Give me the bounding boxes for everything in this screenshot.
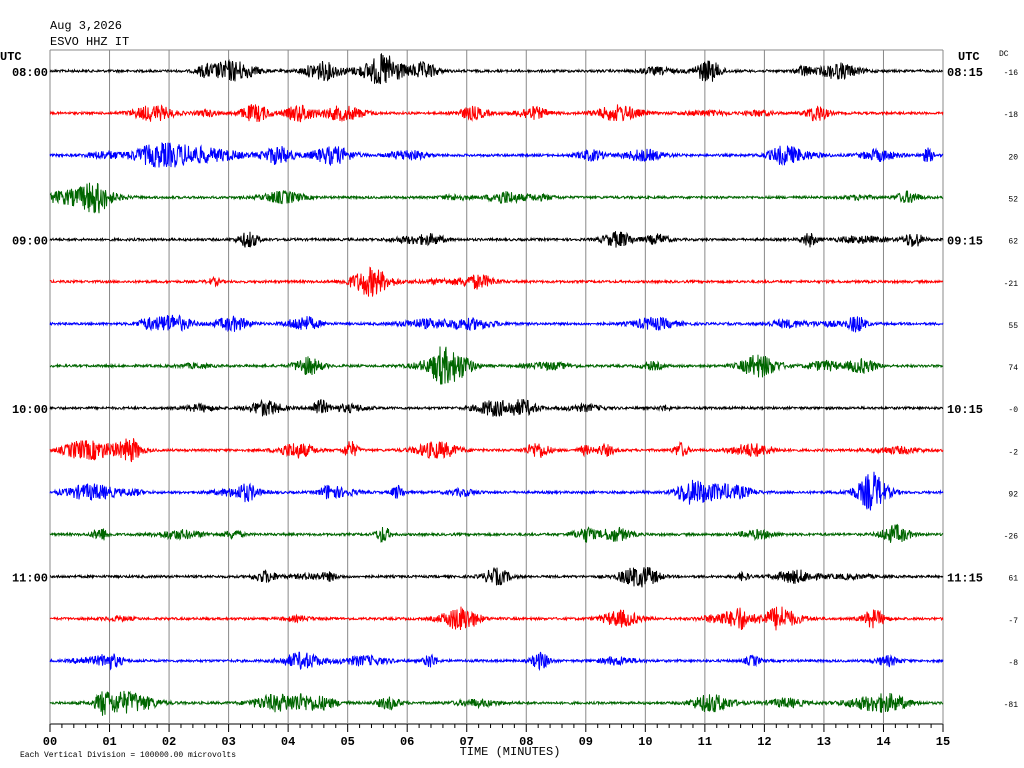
- dc-offset: -26: [1004, 533, 1019, 542]
- seismic-trace: [49, 606, 944, 631]
- seismic-trace: [49, 104, 944, 123]
- dc-offset: 52: [1008, 195, 1018, 204]
- x-tick-label: 13: [817, 735, 831, 749]
- left-header: UTC: [0, 50, 22, 64]
- chart-subtitle: ESVO HHZ IT: [50, 35, 129, 49]
- seismic-trace: [49, 690, 944, 716]
- x-tick-label: 08: [519, 735, 533, 749]
- dc-offset: -0: [1008, 406, 1018, 415]
- x-tick-label: 15: [936, 735, 950, 749]
- seismic-trace: [49, 523, 944, 543]
- row-label: 10:00: [12, 403, 48, 417]
- row-label-right: 10:15: [947, 403, 983, 417]
- dc-header: DC: [999, 50, 1009, 59]
- row-label: 09:00: [12, 235, 48, 249]
- x-tick-label: 01: [102, 735, 116, 749]
- seismic-trace: [49, 182, 944, 214]
- dc-offset: 62: [1008, 238, 1018, 247]
- x-tick-label: 05: [340, 735, 354, 749]
- dc-offset: -16: [1004, 69, 1019, 78]
- seismic-trace: [49, 314, 944, 333]
- dc-offset: -18: [1004, 111, 1019, 120]
- row-label-right: 11:15: [947, 572, 983, 586]
- dc-offset: 92: [1008, 490, 1018, 499]
- footnote: Each Vertical Division = 100000.00 micro…: [20, 751, 236, 760]
- x-tick-label: 04: [281, 735, 295, 749]
- seismic-trace: [49, 142, 944, 168]
- x-tick-label: 09: [579, 735, 593, 749]
- x-tick-label: 14: [876, 735, 890, 749]
- dc-offset: 55: [1008, 322, 1018, 331]
- dc-offset: -8: [1008, 659, 1018, 668]
- dc-offset: -2: [1008, 448, 1018, 457]
- x-tick-label: 12: [757, 735, 771, 749]
- dc-offset: 74: [1008, 364, 1018, 373]
- seismic-trace: [49, 398, 944, 417]
- seismic-trace: [49, 52, 944, 85]
- x-tick-label: 06: [400, 735, 414, 749]
- seismic-trace: [49, 471, 944, 511]
- x-tick-label: 07: [460, 735, 474, 749]
- dc-offset: -81: [1004, 701, 1019, 710]
- x-tick-label: 02: [162, 735, 176, 749]
- x-axis-label: TIME (MINUTES): [460, 745, 561, 759]
- x-tick-label: 11: [698, 735, 712, 749]
- seismic-trace: [49, 567, 944, 588]
- seismic-trace: [49, 231, 944, 248]
- dc-offset: 20: [1008, 153, 1018, 162]
- row-label-right: 08:15: [947, 66, 983, 80]
- seismic-trace: [49, 346, 944, 385]
- dc-offset: -21: [1004, 280, 1019, 289]
- x-tick-label: 03: [221, 735, 235, 749]
- x-tick-label: 10: [638, 735, 652, 749]
- seismic-trace: [49, 651, 944, 672]
- dc-offset: -7: [1008, 617, 1018, 626]
- right-header: UTC: [958, 50, 980, 64]
- row-label: 11:00: [12, 572, 48, 586]
- chart-title: Aug 3,2026: [50, 19, 122, 33]
- seismic-trace: [49, 438, 944, 463]
- dc-offset: 61: [1008, 575, 1018, 584]
- row-label: 08:00: [12, 66, 48, 80]
- x-tick-label: 00: [43, 735, 57, 749]
- seismic-trace: [49, 266, 944, 297]
- row-label-right: 09:15: [947, 235, 983, 249]
